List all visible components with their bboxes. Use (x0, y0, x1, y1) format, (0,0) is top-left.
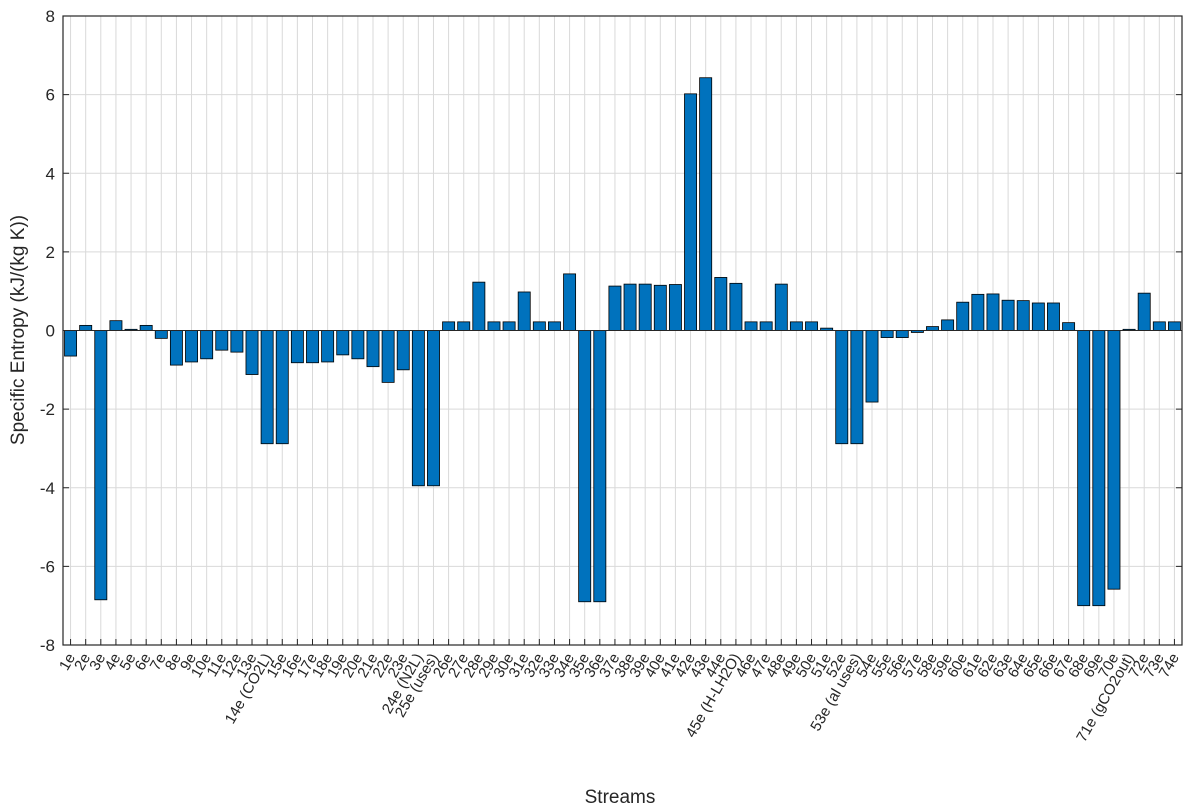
bar (427, 330, 440, 487)
bar (169, 330, 183, 366)
bar (759, 321, 773, 331)
bar (79, 324, 93, 331)
bar (472, 281, 486, 331)
x-tick-label: 2e (71, 651, 94, 674)
bar (623, 283, 637, 331)
bar (64, 330, 78, 357)
bar (290, 330, 304, 364)
bar (275, 330, 289, 445)
bar (1016, 300, 1030, 331)
bar (502, 321, 516, 331)
y-tick-label: -4 (40, 479, 55, 498)
bar (321, 330, 335, 363)
y-tick-label: -6 (40, 557, 55, 576)
bar (1047, 302, 1060, 331)
y-tick-label: 4 (46, 164, 55, 183)
bar (608, 285, 622, 331)
bar (94, 330, 108, 601)
bar (653, 284, 667, 331)
bar (457, 321, 471, 331)
bar (668, 284, 682, 331)
bar (880, 330, 894, 338)
bar (215, 330, 229, 351)
bar (789, 321, 803, 331)
bar (684, 93, 697, 331)
bar (971, 293, 985, 331)
x-tick-label: 9e (177, 651, 200, 674)
bar (1092, 330, 1106, 607)
bar (1152, 321, 1166, 331)
bar (185, 330, 198, 363)
y-axis-label: Specific Entropy (kJ/(kg K)) (8, 215, 29, 445)
bar (1107, 330, 1121, 590)
bar (1062, 322, 1076, 331)
bar (442, 321, 456, 331)
bar (532, 321, 546, 331)
bar (805, 321, 818, 331)
bar (729, 282, 743, 331)
bar (1031, 302, 1045, 331)
bar (200, 330, 214, 360)
bar (109, 320, 123, 331)
y-tick-label: 6 (46, 86, 55, 105)
bar (986, 293, 1000, 331)
x-tick-label: 7e (147, 651, 170, 674)
y-tick-label: -8 (40, 636, 55, 655)
bar (1077, 330, 1091, 607)
bar (638, 283, 652, 331)
bar (351, 330, 365, 360)
bar (578, 330, 592, 603)
bar (260, 330, 274, 445)
bar (487, 321, 501, 331)
bar (366, 330, 380, 368)
bar (230, 330, 244, 353)
bar (336, 330, 350, 356)
y-tick-label: 2 (46, 243, 55, 262)
bar-series (64, 77, 1181, 607)
bar (926, 326, 939, 331)
bar (699, 77, 713, 331)
x-tick-label: 8e (162, 651, 185, 674)
bar (714, 277, 728, 331)
x-tick-label: 3e (86, 651, 109, 674)
bar (1001, 299, 1015, 331)
bar (956, 301, 970, 331)
bar (139, 324, 153, 331)
bar (411, 330, 425, 487)
bar (865, 330, 879, 403)
bar (517, 291, 531, 331)
bar (850, 330, 864, 445)
bar (1167, 321, 1181, 331)
bar (744, 321, 758, 331)
y-tick-label: 8 (46, 7, 55, 26)
x-tick-label: 6e (132, 651, 155, 674)
x-tick-label: 5e (116, 651, 139, 674)
x-tick-label: 4e (101, 651, 124, 674)
bar (396, 330, 410, 371)
bar (835, 330, 849, 445)
bar (381, 330, 395, 383)
bar (774, 283, 788, 331)
bar (593, 330, 607, 603)
bar (1137, 292, 1151, 331)
bar (548, 321, 561, 331)
bar (895, 330, 909, 338)
x-axis-label: Streams (585, 787, 656, 808)
y-tick-label: 0 (46, 322, 55, 341)
y-tick-label: -2 (40, 400, 55, 419)
y-axis-ticks: -8 -6 -4 -2 0 2 4 6 8 (40, 7, 1182, 655)
bar (154, 330, 168, 339)
bar (563, 273, 577, 331)
x-tick-label: 1e (56, 651, 79, 674)
bar (306, 330, 319, 364)
bar (245, 330, 259, 375)
bar (941, 319, 955, 331)
